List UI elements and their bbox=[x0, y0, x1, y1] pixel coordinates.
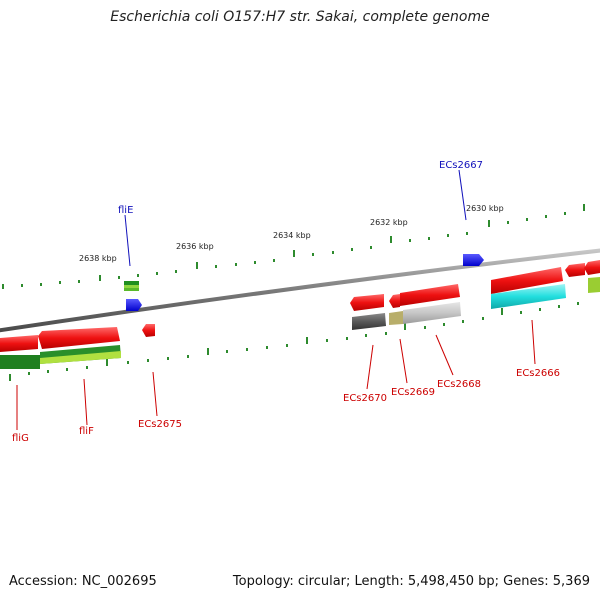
callout-lines bbox=[16, 169, 536, 430]
map-title: Escherichia coli O157:H7 str. Sakai, com… bbox=[110, 9, 490, 25]
grey-feature[interactable] bbox=[352, 313, 386, 330]
feature-green-stack bbox=[124, 281, 139, 285]
cds-arrow[interactable] bbox=[400, 284, 460, 306]
gene-label-fliE[interactable]: fliE bbox=[118, 205, 133, 216]
gene-label-ECs2670[interactable]: ECs2670 bbox=[343, 393, 387, 404]
gene-label-fliF[interactable]: fliF bbox=[79, 426, 94, 437]
grey-feature[interactable] bbox=[389, 311, 403, 325]
highlight-gene-marker[interactable] bbox=[126, 299, 142, 311]
gene-label-fliG[interactable]: fliG bbox=[12, 433, 29, 444]
inner-tick-track bbox=[9, 302, 579, 381]
green-feature[interactable] bbox=[40, 351, 121, 364]
gene-label-ECs2675[interactable]: ECs2675 bbox=[138, 419, 182, 430]
scale-label: 2636 kbp bbox=[176, 242, 214, 251]
feature-green-stack bbox=[124, 285, 139, 288]
cyan-feature[interactable] bbox=[491, 284, 566, 309]
gene-label-ECs2668[interactable]: ECs2668 bbox=[437, 379, 481, 390]
scale-label: 2630 kbp bbox=[466, 204, 504, 213]
genome-backbone bbox=[0, 248, 600, 333]
accession-text: Accession: NC_002695 bbox=[9, 574, 157, 589]
outer-tick-track bbox=[2, 204, 585, 289]
cds-arrow[interactable] bbox=[565, 263, 585, 277]
topology-text: Topology: circular; Length: 5,498,450 bp… bbox=[232, 574, 590, 589]
cds-arrow[interactable] bbox=[584, 260, 600, 275]
scale-label: 2638 kbp bbox=[79, 254, 117, 263]
cds-arrow[interactable] bbox=[38, 327, 120, 349]
highlight-gene-marker[interactable] bbox=[463, 254, 484, 266]
scale-label: 2634 kbp bbox=[273, 231, 311, 240]
grey-feature[interactable] bbox=[403, 302, 461, 324]
cds-arrow[interactable] bbox=[389, 294, 400, 308]
green-feature[interactable] bbox=[0, 355, 40, 369]
green-feature[interactable] bbox=[588, 277, 600, 293]
gene-label-ECs2667[interactable]: ECs2667 bbox=[439, 160, 483, 171]
forward-strand-features bbox=[0, 254, 600, 352]
gene-label-ECs2669[interactable]: ECs2669 bbox=[391, 387, 435, 398]
cds-arrow[interactable] bbox=[0, 335, 38, 352]
gene-label-ECs2666[interactable]: ECs2666 bbox=[516, 368, 560, 379]
cds-arrow[interactable] bbox=[350, 294, 384, 311]
secondary-features bbox=[0, 277, 600, 369]
feature-green-stack bbox=[124, 288, 139, 291]
cds-arrow[interactable] bbox=[142, 324, 155, 337]
cds-arrow[interactable] bbox=[491, 267, 563, 294]
scale-label: 2632 kbp bbox=[370, 218, 408, 227]
